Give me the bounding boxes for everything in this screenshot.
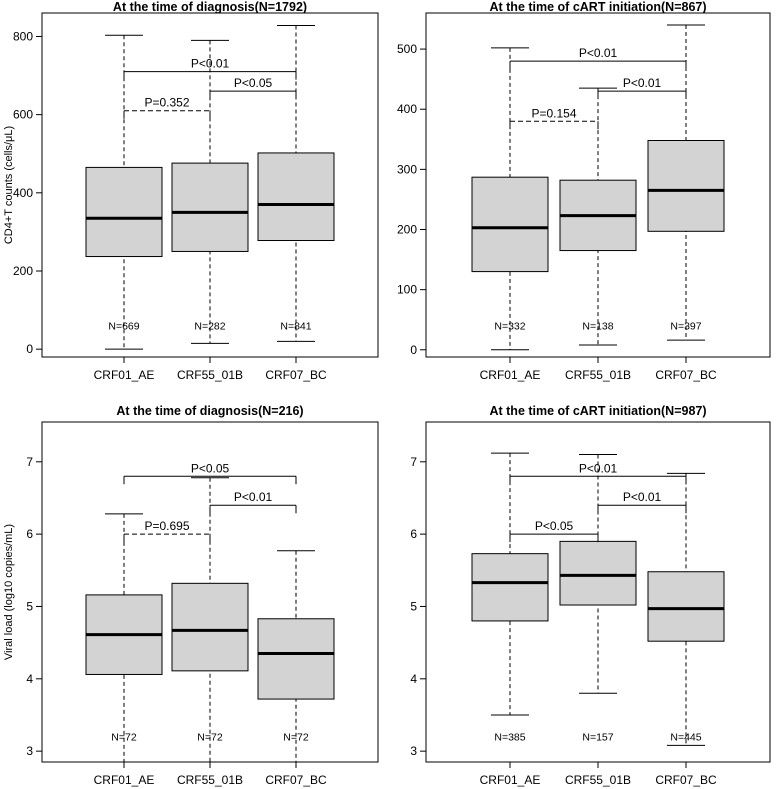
chart-4-ytick-label-3: 3: [410, 744, 417, 758]
chart-2-ytick-label-400: 400: [397, 102, 417, 116]
chart-3-ytick-label-7: 7: [26, 455, 33, 469]
chart-2-ytick-label-200: 200: [397, 223, 417, 237]
chart-3-ylabel: Viral load (log10 copies/mL): [3, 524, 15, 660]
chart-4-n-label-1: N=385: [494, 732, 525, 744]
chart-1-box-2: [171, 162, 249, 252]
chart-1-ytick-label-400: 400: [13, 186, 33, 200]
chart-2-xtick-label-2: CRF55_01B: [565, 368, 631, 382]
chart-2-xtick-label-3: CRF07_BC: [655, 368, 717, 382]
chart-1-xtick-label-1: CRF01_AE: [94, 368, 155, 382]
chart-3-n-label-1: N=72: [111, 732, 137, 744]
chart-1-ytick-label-800: 800: [13, 29, 33, 43]
chart-4-ytick-label-6: 6: [410, 527, 417, 541]
chart-2-n-label-2: N=138: [582, 321, 613, 333]
chart-4-box-3: [647, 571, 725, 642]
chart-4-ytick-label-7: 7: [410, 455, 417, 469]
chart-1-ylabel: CD4+T counts (cells/μL): [3, 126, 15, 244]
chart-1-ytick-label-200: 200: [13, 264, 33, 278]
chart-1-box-3: [257, 152, 335, 242]
chart-4-title: At the time of cART initiation(N=987): [489, 404, 706, 418]
chart-4-p-value-2: P<0.01: [623, 490, 662, 504]
chart-4-xtick-label-1: CRF01_AE: [480, 773, 541, 787]
chart-3-p-value-1: P=0.695: [144, 519, 189, 533]
chart-3-xtick-label-3: CRF07_BC: [265, 773, 327, 787]
chart-3-ytick-label-6: 6: [26, 527, 33, 541]
chart-3-ytick-label-4: 4: [26, 672, 33, 686]
chart-4-box-1: [471, 553, 549, 622]
chart-2-n-label-3: N=397: [670, 321, 701, 333]
chart-1-p-value-3: P<0.01: [191, 57, 230, 71]
chart-1-ytick-label-600: 600: [13, 108, 33, 122]
chart-3-n-label-3: N=72: [283, 732, 309, 744]
chart-2-ytick-label-500: 500: [397, 42, 417, 56]
chart-2-xtick-label-1: CRF01_AE: [480, 368, 541, 382]
chart-4-box-2: [559, 540, 637, 606]
chart-4-p-value-1: P<0.05: [535, 519, 574, 533]
chart-4-ytick-label-5: 5: [410, 599, 417, 613]
chart-2-ytick-label-0: 0: [410, 343, 417, 357]
chart-1-p-value-2: P<0.05: [234, 76, 273, 90]
chart-3-xtick-label-2: CRF55_01B: [177, 773, 243, 787]
chart-3-p-value-2: P<0.01: [234, 490, 273, 504]
chart-1-n-label-2: N=282: [194, 321, 225, 333]
chart-1-p-value-1: P=0.352: [144, 96, 189, 110]
chart-2-box-1: [471, 176, 549, 273]
chart-1-xtick-label-3: CRF07_BC: [265, 368, 327, 382]
chart-3-xtick-label-1: CRF01_AE: [94, 773, 155, 787]
chart-3-box-3: [257, 618, 335, 700]
chart-1-ytick-label-0: 0: [26, 342, 33, 356]
chart-4-n-label-3: N=445: [670, 732, 701, 744]
chart-3-title: At the time of diagnosis(N=216): [116, 404, 303, 418]
chart-1-n-label-1: N=669: [108, 321, 139, 333]
chart-2-p-value-2: P<0.01: [623, 76, 662, 90]
chart-2-p-value-3: P<0.01: [579, 46, 618, 60]
chart-1-n-label-3: N=841: [280, 321, 311, 333]
chart-2-ytick-label-100: 100: [397, 283, 417, 297]
chart-2-p-value-1: P=0.154: [531, 106, 576, 120]
chart-3-ytick-label-5: 5: [26, 599, 33, 613]
chart-3-ytick-label-3: 3: [26, 744, 33, 758]
chart-4-ytick-label-4: 4: [410, 672, 417, 686]
chart-1-title: At the time of diagnosis(N=1792): [113, 0, 307, 14]
chart-3-box-2: [171, 582, 249, 672]
chart-2-box-3: [647, 139, 725, 232]
chart-2-title: At the time of cART initiation(N=867): [489, 0, 706, 14]
chart-4-p-value-3: P<0.01: [579, 461, 618, 475]
chart-1-box-1: [85, 166, 163, 258]
chart-4-n-label-2: N=157: [582, 732, 613, 744]
chart-4-xtick-label-3: CRF07_BC: [655, 773, 717, 787]
chart-2-n-label-1: N=332: [494, 321, 525, 333]
chart-3-n-label-2: N=72: [197, 732, 223, 744]
chart-1-xtick-label-2: CRF55_01B: [177, 368, 243, 382]
chart-2-ytick-label-300: 300: [397, 162, 417, 176]
chart-4-xtick-label-2: CRF55_01B: [565, 773, 631, 787]
chart-3-p-value-3: P<0.05: [191, 461, 230, 475]
